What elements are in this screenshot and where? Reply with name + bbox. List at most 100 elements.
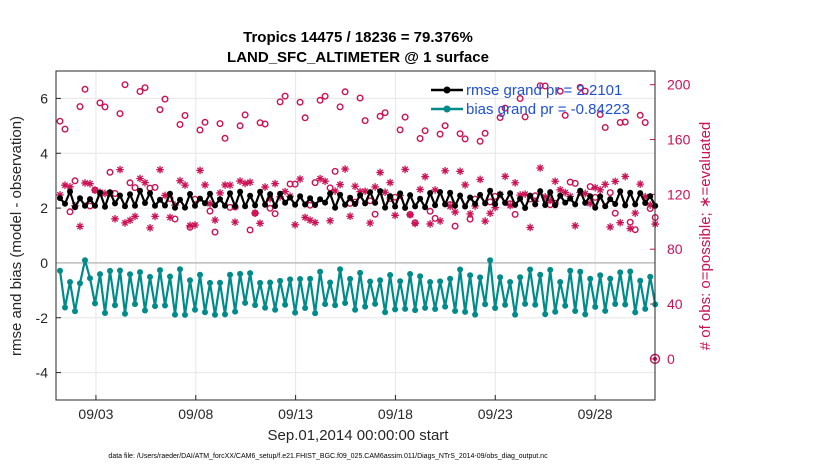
legend: rmse grand pr = 2.2101 bias grand pr = -… (431, 82, 630, 118)
bias-point (422, 304, 429, 311)
bias-point (302, 305, 309, 311)
bias-point (102, 310, 108, 316)
bias-point (172, 311, 178, 318)
evaluated-obs-marker (586, 199, 594, 208)
evaluated-obs-glyph (516, 191, 524, 199)
rmse-point (502, 199, 509, 206)
evaluated-obs-glyph (176, 176, 184, 185)
plot-frame (55, 70, 656, 401)
evaluated-obs-marker (306, 216, 314, 225)
rmse-point (467, 194, 474, 201)
y-left-tick-label: 6 (40, 90, 48, 106)
evaluated-obs-marker (76, 222, 84, 231)
evaluated-obs-glyph (371, 183, 379, 191)
evaluated-obs-glyph (486, 209, 494, 218)
rmse-point (282, 199, 289, 206)
rmse-point (517, 195, 524, 202)
evaluated-obs-marker (266, 194, 274, 203)
evaluated-obs-marker (551, 177, 559, 186)
possible-obs-marker (541, 82, 549, 90)
possible-obs-marker (581, 87, 589, 95)
evaluated-obs-marker (311, 218, 319, 227)
possible-obs-marker (561, 111, 569, 119)
evaluated-obs-marker (161, 191, 169, 200)
bias-point (262, 304, 269, 311)
bias-point (477, 274, 484, 281)
evaluated-obs-glyph (401, 165, 409, 174)
rmse-point (382, 204, 389, 211)
bias-point (92, 300, 98, 307)
rmse-point (102, 203, 108, 210)
evaluated-obs-marker (86, 179, 94, 188)
evaluated-obs-marker (296, 175, 304, 183)
evaluated-obs-marker (436, 217, 444, 225)
possible-obs-marker (266, 204, 274, 212)
possible-obs-marker (316, 96, 324, 104)
rmse-point (622, 202, 629, 209)
rmse-point (532, 201, 539, 208)
possible-obs-marker (341, 88, 349, 96)
bias-point (482, 301, 489, 308)
bias-point (222, 311, 228, 318)
rmse-point (482, 200, 489, 207)
bias-point (567, 267, 574, 274)
bias-point (637, 277, 644, 284)
rmse-point (287, 194, 294, 201)
evaluated-obs-glyph (216, 189, 224, 197)
bias-point (87, 275, 93, 282)
evaluated-obs-marker (446, 202, 454, 211)
possible-obs-marker (336, 103, 344, 111)
bias-point (407, 271, 414, 277)
bias-point (542, 311, 549, 318)
rmse-point (267, 191, 274, 198)
bias-point (577, 268, 584, 275)
bias-point (122, 310, 128, 317)
bias-point (247, 270, 254, 277)
rmse-point (167, 190, 173, 197)
evaluated-obs-glyph (506, 201, 514, 210)
evaluated-obs-marker (486, 209, 494, 218)
evaluated-obs-glyph (391, 211, 399, 220)
evaluated-obs-glyph (476, 175, 484, 184)
evaluated-obs-glyph (641, 192, 649, 201)
bias-point (527, 266, 534, 273)
rmse-point (637, 190, 644, 197)
evaluated-obs-glyph (416, 185, 424, 194)
evaluated-obs-marker (611, 177, 619, 186)
bias-point (362, 303, 369, 310)
evaluated-obs-marker (381, 188, 389, 197)
evaluated-obs-marker (421, 172, 429, 181)
possible-obs-marker (271, 210, 279, 218)
possible-obs-marker (621, 118, 629, 126)
evaluated-obs-marker (591, 183, 599, 192)
bias-point (537, 271, 544, 278)
evaluated-obs-glyph (141, 178, 149, 187)
rmse-point (442, 201, 449, 208)
evaluated-obs-marker (511, 178, 519, 187)
rmse-point (412, 203, 419, 210)
evaluated-obs-marker (81, 179, 89, 187)
evaluated-obs-marker (536, 164, 544, 172)
possible-obs-marker (66, 208, 74, 216)
evaluated-obs-marker (191, 221, 199, 229)
bias-point (387, 272, 394, 278)
evaluated-obs-glyph (571, 221, 579, 230)
bias-point (457, 266, 464, 273)
evaluated-obs-marker (626, 224, 634, 233)
bias-point (332, 302, 339, 309)
evaluated-obs-marker (386, 178, 394, 187)
rmse-point (312, 202, 319, 208)
bias-point (197, 271, 203, 278)
bias-point (487, 257, 494, 264)
possible-obs-marker (476, 137, 484, 145)
possible-obs-marker (261, 120, 269, 128)
possible-obs-marker (96, 99, 104, 107)
rmse-point (147, 190, 153, 197)
possible-obs-marker (116, 110, 124, 118)
evaluated-obs-glyph (456, 167, 464, 176)
rmse-point (642, 200, 649, 206)
bias-point (572, 308, 579, 314)
rmse-point (172, 204, 178, 211)
possible-obs-marker (181, 111, 189, 119)
evaluated-obs-marker (501, 172, 509, 181)
